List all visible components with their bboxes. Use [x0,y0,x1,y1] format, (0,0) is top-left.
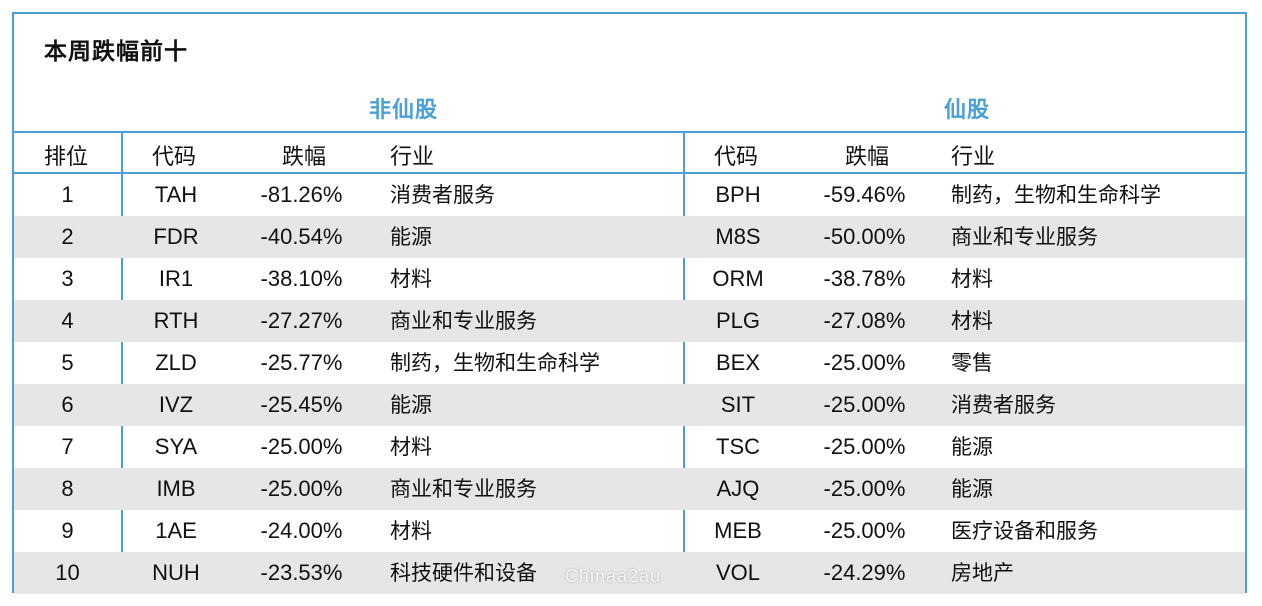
left-code-cell: ZLD [155,350,197,375]
right-change-cell: -25.00% [823,476,906,501]
table-row: 1 TAH -81.26% 消费者服务 BPH -59.46% 制药，生物和生命… [14,174,1245,216]
left-code-cell: TAH [154,182,198,207]
left-industry-cell: 制药，生物和生命科学 [390,351,600,375]
rank-cell: 9 [61,518,74,543]
right-industry-cell: 零售 [951,351,993,375]
right-code-cell: SIT [720,392,756,417]
right-industry-cell: 消费者服务 [951,393,1056,417]
top-divider [14,131,1245,133]
right-change-cell: -25.00% [823,392,906,417]
right-change-cell: -38.78% [823,266,906,291]
left-change-cell: -25.00% [260,434,343,459]
left-change-cell: -40.54% [260,224,343,249]
left-code-cell: IMB [156,476,196,501]
header-right-industry: 行业 [951,145,996,170]
rank-cell: 8 [61,476,74,501]
table-body: 1 TAH -81.26% 消费者服务 BPH -59.46% 制药，生物和生命… [14,174,1245,594]
rank-cell: 1 [61,182,74,207]
table-row: 5 ZLD -25.77% 制药，生物和生命科学 BEX -25.00% 零售 [14,342,1245,384]
table-row: 8 IMB -25.00% 商业和专业服务 AJQ -25.00% 能源 [14,468,1245,510]
column-divider-rank [121,133,123,591]
rank-cell: 10 [55,560,80,585]
left-industry-cell: 消费者服务 [390,183,495,207]
left-industry-cell: 商业和专业服务 [390,477,537,501]
right-change-cell: -25.00% [823,518,906,543]
left-code-cell: NUH [152,560,200,585]
table-row: 4 RTH -27.27% 商业和专业服务 PLG -27.08% 材料 [14,300,1245,342]
left-change-cell: -25.77% [260,350,343,375]
table-row: 7 SYA -25.00% 材料 TSC -25.00% 能源 [14,426,1245,468]
right-code-cell: AJQ [716,476,760,501]
right-code-cell: ORM [712,266,764,291]
left-industry-cell: 商业和专业服务 [390,309,537,333]
rank-cell: 4 [61,308,74,333]
right-industry-cell: 能源 [951,477,993,501]
rank-cell: 3 [61,266,74,291]
left-code-cell: 1AE [155,518,197,543]
table-row: 9 1AE -24.00% 材料 MEB -25.00% 医疗设备和服务 [14,510,1245,552]
left-code-cell: SYA [154,434,198,459]
table-frame: 本周跌幅前十 非仙股 仙股 排位 代码 跌幅 行业 代码 跌幅 行业 1 TAH… [12,12,1247,594]
header-right-change: 跌幅 [845,145,890,170]
left-industry-cell: 材料 [390,519,432,543]
right-code-cell: M8S [715,224,761,249]
table-row: 10 NUH -23.53% 科技硬件和设备 VOL -24.29% 房地产 [14,552,1245,594]
right-industry-cell: 制药，生物和生命科学 [951,183,1161,207]
table-row: 2 FDR -40.54% 能源 M8S -50.00% 商业和专业服务 [14,216,1245,258]
left-change-cell: -25.00% [260,476,343,501]
right-code-cell: BPH [715,182,761,207]
right-change-cell: -27.08% [823,308,906,333]
left-code-cell: IR1 [158,266,194,291]
left-code-cell: FDR [153,224,199,249]
rank-cell: 2 [61,224,74,249]
header-left-change: 跌幅 [282,145,327,170]
rank-cell: 5 [61,350,74,375]
right-industry-cell: 商业和专业服务 [951,225,1098,249]
right-code-cell: VOL [715,560,761,585]
left-industry-cell: 能源 [390,225,432,249]
left-industry-cell: 材料 [390,267,432,291]
right-industry-cell: 医疗设备和服务 [951,519,1098,543]
right-industry-cell: 能源 [951,435,993,459]
left-change-cell: -38.10% [260,266,343,291]
left-industry-cell: 能源 [390,393,432,417]
table-title: 本周跌幅前十 [44,39,188,65]
right-industry-cell: 材料 [951,267,993,291]
left-change-cell: -25.45% [260,392,343,417]
left-change-cell: -27.27% [260,308,343,333]
right-industry-cell: 房地产 [951,561,1014,585]
group-title-non-penny: 非仙股 [369,98,439,123]
right-code-cell: MEB [714,518,762,543]
right-change-cell: -25.00% [823,350,906,375]
right-change-cell: -50.00% [823,224,906,249]
header-divider [14,172,1245,174]
right-industry-cell: 材料 [951,309,993,333]
left-code-cell: RTH [153,308,199,333]
left-code-cell: IVZ [158,392,194,417]
group-title-penny: 仙股 [944,98,991,123]
header-right-code: 代码 [714,145,759,170]
table-row: 6 IVZ -25.45% 能源 SIT -25.00% 消费者服务 [14,384,1245,426]
rank-cell: 6 [61,392,74,417]
right-change-cell: -24.29% [823,560,906,585]
right-change-cell: -25.00% [823,434,906,459]
left-industry-cell: 材料 [390,435,432,459]
right-code-cell: TSC [716,434,760,459]
left-change-cell: -23.53% [260,560,343,585]
left-industry-cell: 科技硬件和设备 [390,561,537,585]
header-rank: 排位 [44,145,89,170]
right-code-cell: PLG [715,308,761,333]
left-change-cell: -81.26% [260,182,343,207]
watermark: Chinaa2au [565,566,662,586]
right-code-cell: BEX [715,350,761,375]
right-change-cell: -59.46% [823,182,906,207]
column-divider-groups [683,133,685,591]
header-left-code: 代码 [152,145,197,170]
header-left-industry: 行业 [390,145,435,170]
left-change-cell: -24.00% [260,518,343,543]
rank-cell: 7 [61,434,74,459]
table-row: 3 IR1 -38.10% 材料 ORM -38.78% 材料 [14,258,1245,300]
